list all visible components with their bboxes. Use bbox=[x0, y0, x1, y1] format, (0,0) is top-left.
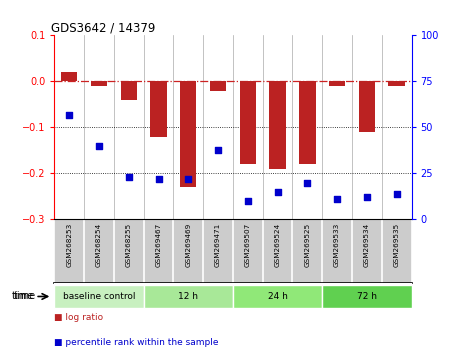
Point bbox=[125, 174, 132, 180]
Text: GSM269533: GSM269533 bbox=[334, 223, 340, 267]
Point bbox=[65, 112, 73, 118]
Point bbox=[155, 176, 162, 182]
Text: baseline control: baseline control bbox=[63, 292, 135, 301]
Point bbox=[393, 191, 401, 196]
Point bbox=[184, 176, 192, 182]
Text: GSM269534: GSM269534 bbox=[364, 223, 370, 267]
Text: GSM269524: GSM269524 bbox=[275, 223, 280, 267]
Bar bbox=[54, 285, 144, 308]
Text: time: time bbox=[12, 291, 34, 302]
Bar bbox=[322, 285, 412, 308]
Text: 72 h: 72 h bbox=[357, 292, 377, 301]
Bar bbox=[359, 81, 375, 132]
Bar bbox=[150, 81, 167, 137]
Text: GSM269469: GSM269469 bbox=[185, 223, 191, 267]
Point bbox=[274, 189, 281, 195]
Bar bbox=[210, 81, 226, 91]
Text: ■ percentile rank within the sample: ■ percentile rank within the sample bbox=[54, 338, 219, 347]
Text: GSM268255: GSM268255 bbox=[126, 223, 132, 267]
Text: GSM269467: GSM269467 bbox=[156, 223, 162, 267]
Bar bbox=[144, 285, 233, 308]
Point bbox=[304, 180, 311, 185]
Text: ■ log ratio: ■ log ratio bbox=[54, 313, 104, 322]
Text: time: time bbox=[14, 291, 36, 302]
Text: 24 h: 24 h bbox=[268, 292, 288, 301]
Point bbox=[244, 198, 252, 204]
Text: 12 h: 12 h bbox=[178, 292, 198, 301]
Point bbox=[214, 147, 222, 152]
Text: GSM269535: GSM269535 bbox=[394, 223, 400, 267]
Text: GSM269471: GSM269471 bbox=[215, 223, 221, 267]
Bar bbox=[61, 72, 78, 81]
Text: GSM269507: GSM269507 bbox=[245, 223, 251, 267]
Bar bbox=[388, 81, 405, 86]
Bar bbox=[121, 81, 137, 100]
Text: GSM268253: GSM268253 bbox=[66, 223, 72, 267]
Bar bbox=[233, 285, 322, 308]
Bar bbox=[299, 81, 315, 164]
Bar bbox=[270, 81, 286, 169]
Point bbox=[333, 196, 341, 202]
Point bbox=[95, 143, 103, 149]
Bar bbox=[180, 81, 196, 187]
Text: GSM268254: GSM268254 bbox=[96, 223, 102, 267]
Text: GSM269525: GSM269525 bbox=[304, 223, 310, 267]
Point bbox=[363, 195, 371, 200]
Bar bbox=[329, 81, 345, 86]
Text: GDS3642 / 14379: GDS3642 / 14379 bbox=[51, 21, 155, 34]
Bar bbox=[91, 81, 107, 86]
Bar bbox=[240, 81, 256, 164]
